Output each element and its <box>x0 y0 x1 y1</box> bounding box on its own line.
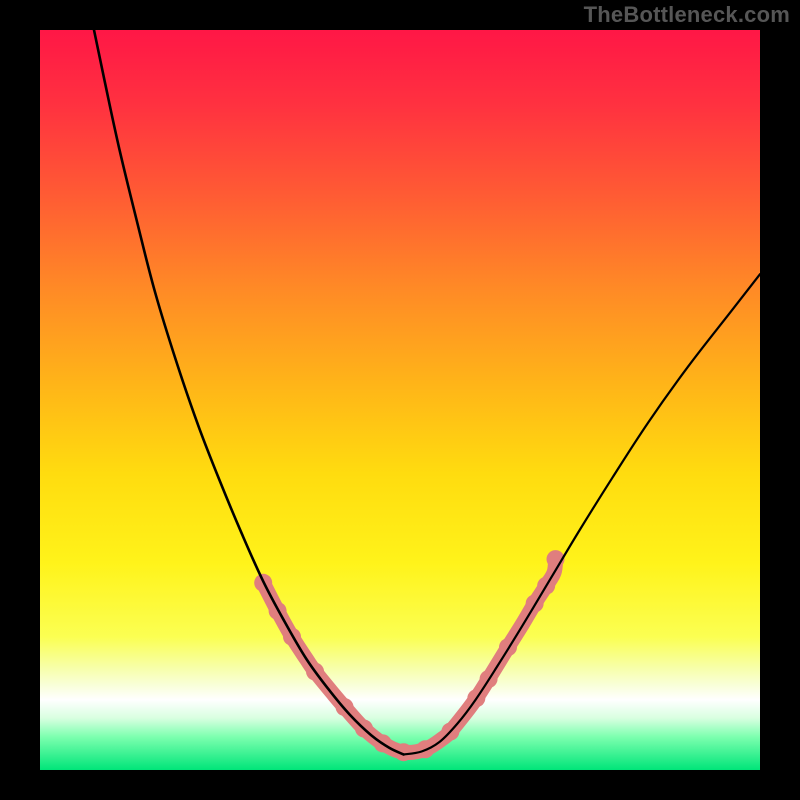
chart-curve-right-branch <box>404 274 760 754</box>
chart-underline-band <box>263 559 555 752</box>
watermark-text: TheBottleneck.com <box>584 2 790 28</box>
chart-curve-left-branch <box>94 30 404 754</box>
chart-plot-svg <box>0 0 800 800</box>
